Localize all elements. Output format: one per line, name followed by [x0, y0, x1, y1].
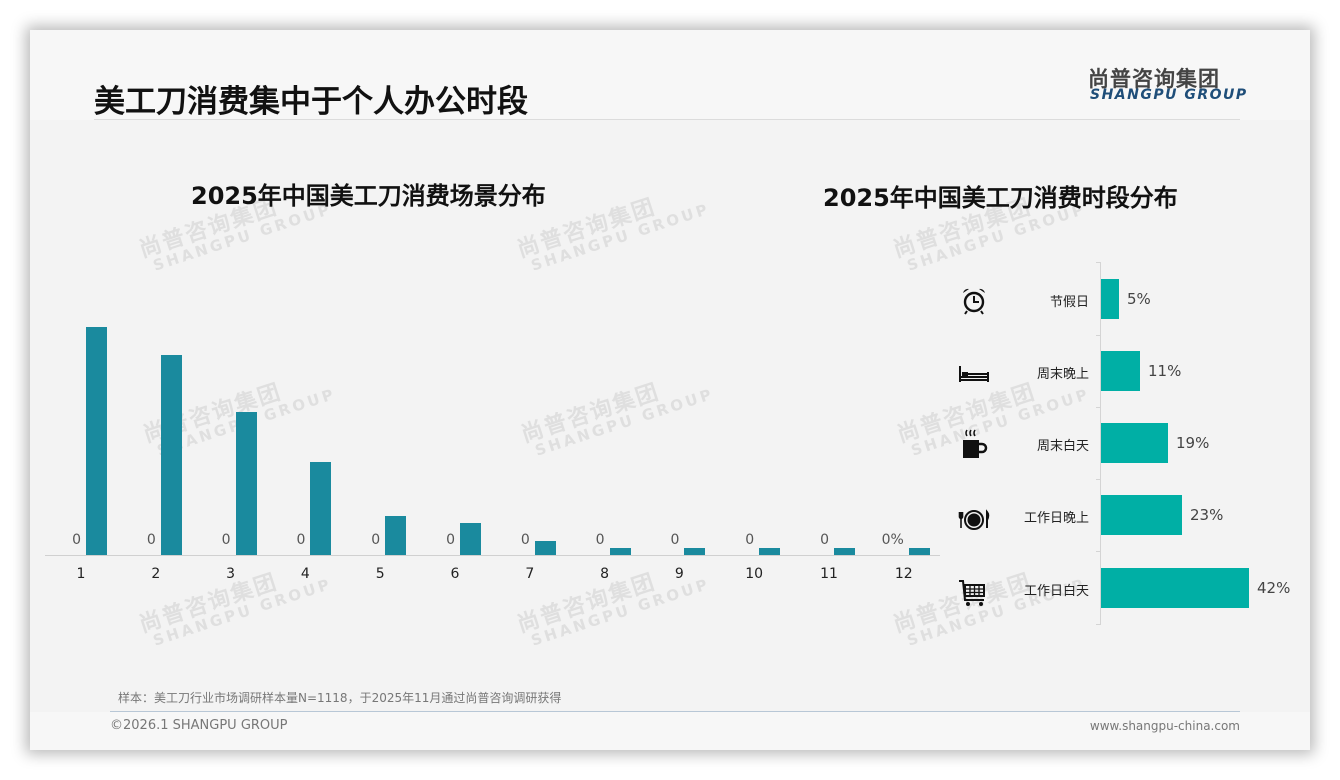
header-band: [30, 30, 1310, 120]
y-axis-tick: [1096, 262, 1101, 263]
scene-data-label: 0: [371, 532, 381, 548]
logo-cn: 尚普咨询集团: [1088, 67, 1220, 91]
scene-data-label: 0: [296, 532, 306, 548]
x-tick-label: 1: [76, 566, 86, 582]
period-data-label: 19%: [1176, 434, 1210, 452]
period-category-label: 节假日: [1049, 295, 1089, 310]
scene-data-label: 0: [820, 532, 829, 548]
scene-bar: [385, 516, 407, 555]
x-tick-label: 9: [674, 566, 684, 582]
watermark: 尚普咨询集团 SHANGPU GROUP: [518, 379, 717, 460]
y-axis-tick: [1096, 407, 1101, 408]
period-category-label: 周末白天: [1036, 439, 1089, 454]
scene-data-label: 0: [446, 532, 455, 548]
x-tick-label: 7: [525, 566, 535, 582]
scene-data-label: 0%: [881, 532, 904, 548]
scene-data-label: 0: [221, 532, 231, 548]
title-divider: [94, 119, 1240, 120]
footer-band: [30, 712, 1310, 750]
period-category-label: 工作日白天: [1023, 584, 1089, 599]
scene-data-label: 0: [72, 532, 81, 548]
y-axis-tick: [1096, 551, 1101, 552]
scene-data-label: 0: [745, 532, 755, 548]
period-data-label: 5%: [1127, 290, 1151, 308]
y-axis-tick: [1096, 335, 1101, 336]
x-tick-label: 8: [600, 566, 610, 582]
period-data-label: 11%: [1148, 362, 1182, 380]
scene-data-label: 0: [146, 532, 156, 548]
scene-bar: [86, 327, 107, 555]
scene-data-label: 0: [595, 532, 605, 548]
page-title: 美工刀消费集中于个人办公时段: [94, 84, 528, 120]
period-data-label: 23%: [1190, 506, 1224, 524]
x-tick-label: 4: [300, 566, 310, 582]
x-tick-label: 12: [894, 566, 913, 582]
scene-bar: [609, 548, 631, 555]
website-link[interactable]: www.shangpu-china.com: [1089, 719, 1240, 733]
coffee-cup-icon: [963, 429, 988, 458]
scene-bar: [834, 548, 855, 555]
period-bar: [1101, 279, 1119, 319]
sample-note: 样本：美工刀行业市场调研样本量N=1118，于2025年11月通过尚普咨询调研获…: [118, 691, 562, 705]
x-tick-label: 5: [375, 566, 385, 582]
scene-bar: [534, 541, 556, 555]
x-tick-label: 3: [226, 566, 236, 582]
scene-chart-title: 2025年中国美工刀消费场景分布: [191, 182, 546, 210]
slide: 美工刀消费集中于个人办公时段 尚普咨询集团 SHANGPU GROUP 尚普咨询…: [30, 30, 1310, 750]
y-axis: [1100, 262, 1101, 624]
y-axis-tick: [1096, 479, 1101, 480]
period-category-label: 周末晚上: [1036, 367, 1089, 382]
period-category-label: 工作日晚上: [1023, 511, 1089, 526]
scene-bar: [759, 548, 781, 555]
x-tick-label: 6: [450, 566, 460, 582]
x-tick-label: 2: [151, 566, 161, 582]
plate-cutlery-icon: [958, 509, 990, 530]
scene-bar: [235, 412, 257, 555]
period-bar: [1101, 423, 1168, 463]
period-chart-title: 2025年中国美工刀消费时段分布: [823, 184, 1178, 212]
period-bar: [1101, 351, 1140, 391]
scene-data-label: 0: [670, 532, 680, 548]
logo-en: SHANGPU GROUP: [1090, 87, 1248, 103]
x-tick-label: 10: [745, 566, 764, 582]
scene-bar: [310, 462, 332, 555]
copyright: ©2026.1 SHANGPU GROUP: [110, 718, 288, 733]
period-bar: [1101, 495, 1182, 535]
bed-icon: [959, 366, 989, 382]
period-data-label: 42%: [1257, 579, 1291, 597]
scene-bar: [684, 548, 706, 555]
period-bar: [1101, 568, 1249, 608]
x-axis: [45, 555, 940, 556]
footer-divider: [110, 711, 1240, 712]
alarm-clock-icon: [963, 288, 985, 315]
scene-bar: [460, 523, 481, 555]
scene-bar: [908, 548, 930, 555]
shopping-cart-icon: [959, 580, 985, 606]
y-axis-tick: [1096, 624, 1101, 625]
scene-bar: [160, 355, 182, 555]
x-tick-label: 11: [820, 566, 838, 582]
scene-data-label: 0: [520, 532, 530, 548]
